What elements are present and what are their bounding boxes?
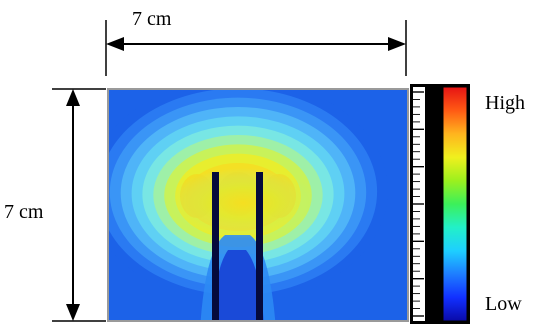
- width-label: 7 cm: [132, 8, 172, 30]
- electrode-left: [212, 172, 219, 321]
- width-arrowhead-left: [106, 37, 124, 51]
- colorbar-high-label: High: [485, 92, 525, 114]
- colorbar: [410, 84, 470, 324]
- field-plot: [108, 89, 408, 321]
- height-arrowhead-bottom: [66, 304, 80, 321]
- width-arrowhead-right: [388, 37, 406, 51]
- width-dimension: [105, 20, 407, 76]
- height-label: 7 cm: [4, 201, 44, 223]
- height-dimension: [52, 88, 106, 322]
- colorbar-gradient-frame: [442, 86, 468, 322]
- field-lower-core: [212, 250, 264, 321]
- near-field-glow: [168, 168, 318, 238]
- height-arrowhead-top: [66, 89, 80, 106]
- electrode-right: [256, 172, 263, 321]
- colorbar-ruler-ticks: [413, 91, 424, 317]
- colorbar-low-label: Low: [485, 293, 522, 315]
- colorbar-gradient: [443, 87, 467, 321]
- field-frame: [107, 88, 409, 322]
